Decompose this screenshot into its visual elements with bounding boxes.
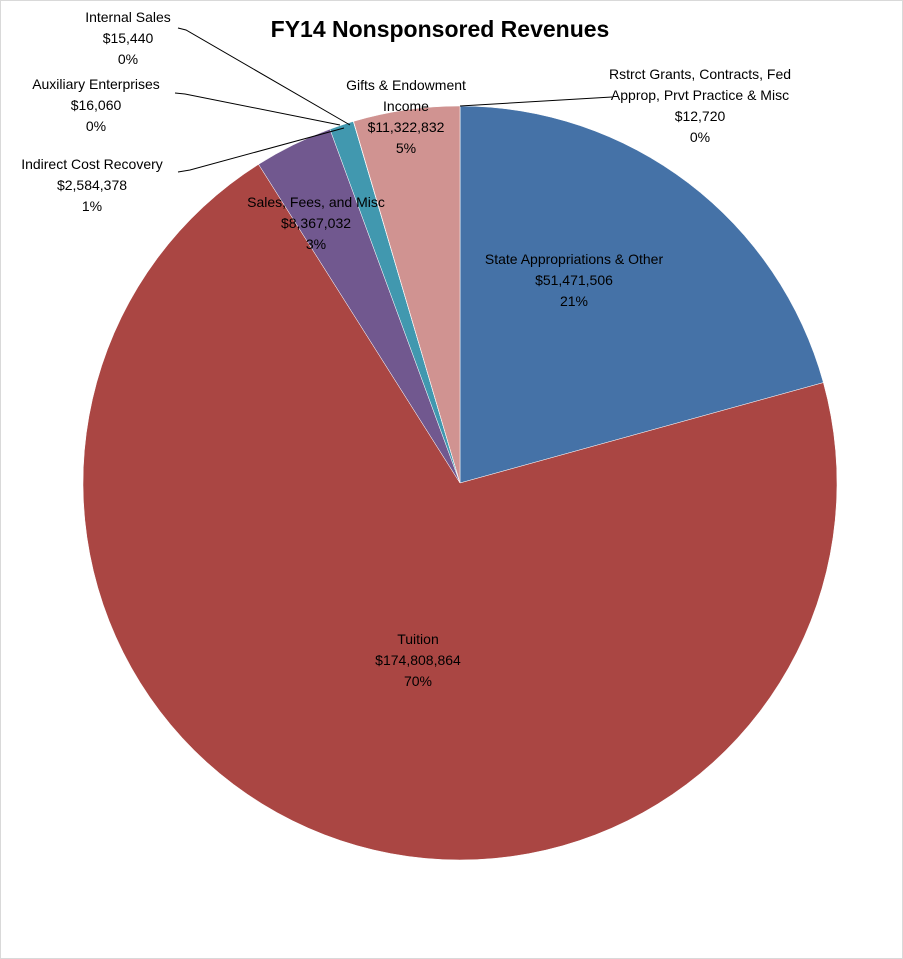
percent-label: 0% — [85, 118, 107, 134]
value-label: $174,808,864 — [375, 652, 461, 668]
slices — [82, 105, 838, 861]
data-label: Auxiliary Enterprises $16,060 0% — [6, 74, 186, 137]
data-label: Rstrct Grants, Contracts, Fed Approp, Pr… — [600, 64, 800, 148]
data-label: Gifts & Endowment Income $11,322,832 5% — [341, 75, 471, 159]
percent-label: 5% — [395, 140, 417, 156]
category-label: State Appropriations & Other — [484, 251, 664, 267]
category-label: Indirect Cost Recovery — [21, 156, 163, 172]
value-label: $8,367,032 — [280, 215, 352, 231]
percent-label: 0% — [117, 51, 139, 67]
value-label: $11,322,832 — [367, 119, 445, 135]
data-label: Internal Sales $15,440 0% — [53, 7, 203, 70]
leader-lines — [174, 27, 613, 173]
data-label: State Appropriations & Other $51,471,506 2… — [484, 249, 664, 312]
leader-line — [459, 96, 613, 107]
leader-line — [177, 127, 345, 173]
category-label: Rstrct Grants, Contracts, Fed Approp, Pr… — [608, 66, 792, 103]
category-label: Auxiliary Enterprises — [32, 76, 160, 92]
leader-line — [177, 27, 351, 126]
category-label: Tuition — [397, 631, 439, 647]
value-label: $2,584,378 — [56, 177, 128, 193]
percent-label: 21% — [559, 293, 589, 309]
value-label: $16,060 — [70, 97, 122, 113]
data-label: Sales, Fees, and Misc $8,367,032 3% — [226, 192, 406, 255]
percent-label: 0% — [689, 129, 711, 145]
leader-line — [174, 92, 341, 126]
data-label: Tuition $174,808,864 70% — [318, 629, 518, 692]
category-label: Internal Sales — [85, 9, 171, 25]
slice — [459, 105, 824, 484]
data-label: Indirect Cost Recovery $2,584,378 1% — [2, 154, 182, 217]
percent-label: 1% — [81, 198, 103, 214]
category-label: Gifts & Endowment Income — [346, 77, 466, 114]
percent-label: 70% — [403, 673, 433, 689]
category-label: Sales, Fees, and Misc — [247, 194, 385, 210]
value-label: $12,720 — [674, 108, 726, 124]
value-label: $51,471,506 — [535, 272, 613, 288]
value-label: $15,440 — [102, 30, 154, 46]
slice — [82, 163, 838, 861]
chart-title: FY14 Nonsponsored Revenues — [270, 16, 610, 42]
slice — [353, 105, 461, 484]
percent-label: 3% — [305, 236, 327, 252]
